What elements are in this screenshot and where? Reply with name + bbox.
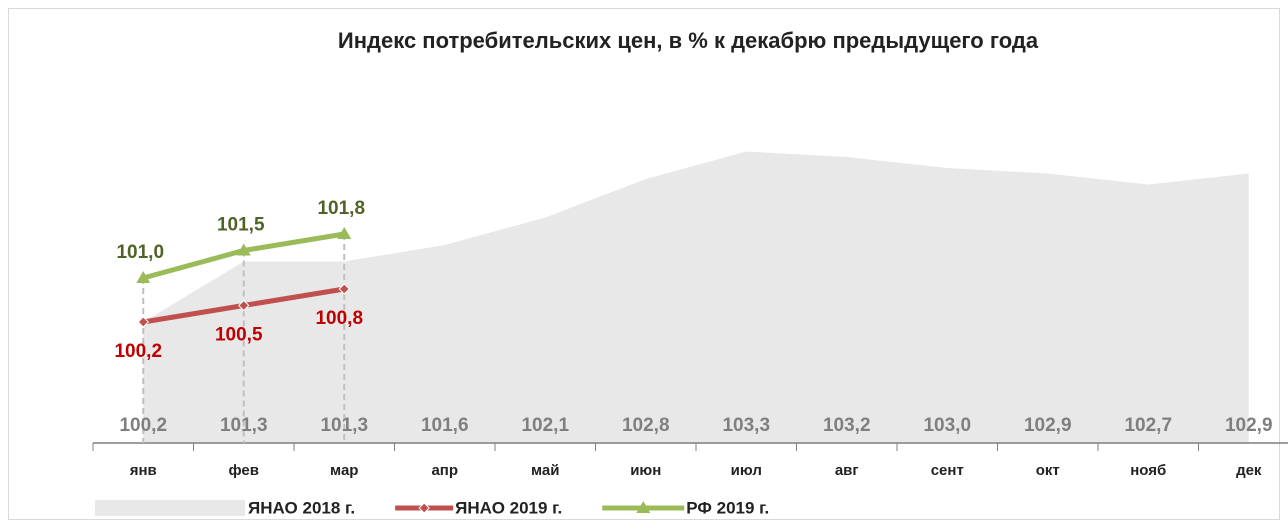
legend-label: РФ 2019 г. [686,498,769,517]
data-label: 102,7 [1124,415,1172,436]
legend-label: ЯНАО 2019 г. [455,498,562,517]
x-tick-label: май [531,462,559,479]
data-label: 101,0 [116,242,164,263]
legend-label: ЯНАО 2018 г. [248,498,355,517]
x-tick-label: сент [931,462,964,479]
data-label: 101,6 [421,415,469,436]
marker [337,227,352,239]
data-label: 101,3 [220,415,268,436]
x-tick-label: апр [431,462,458,479]
data-label: 103,2 [823,415,871,436]
area [143,151,1249,443]
data-label: 100,5 [215,325,263,346]
data-label: 102,9 [1024,415,1072,436]
marker [238,299,250,312]
data-label: 101,3 [320,415,368,436]
data-label: 103,3 [722,415,770,436]
x-tick-label: авг [835,462,859,479]
x-tick-label: дек [1236,462,1262,479]
data-label: 100,2 [114,341,162,362]
x-tick-label: янв [130,462,157,479]
legend-marker [636,501,651,513]
data-label: 100,8 [315,308,363,329]
x-tick-label: окт [1036,462,1060,479]
legend-marker [418,502,430,514]
data-label: 100,2 [119,415,167,436]
data-label: 101,5 [217,215,265,236]
x-tick-label: мар [330,462,358,479]
marker [136,271,151,283]
x-tick-label: июн [630,462,661,479]
x-tick-label: нояб [1130,462,1166,479]
chart-title: Индекс потребительских цен, в % к декабр… [338,28,1039,53]
data-label: 102,1 [521,415,569,436]
marker [236,243,251,256]
data-label: 103,0 [923,415,971,436]
data-label: 101,8 [317,198,365,219]
x-tick-label: июл [731,462,762,479]
data-label: 102,9 [1225,415,1273,436]
legend-swatch [95,500,245,516]
x-tick-label: фев [229,462,260,479]
marker [137,316,149,328]
data-label: 102,8 [622,415,670,436]
marker [338,283,350,295]
